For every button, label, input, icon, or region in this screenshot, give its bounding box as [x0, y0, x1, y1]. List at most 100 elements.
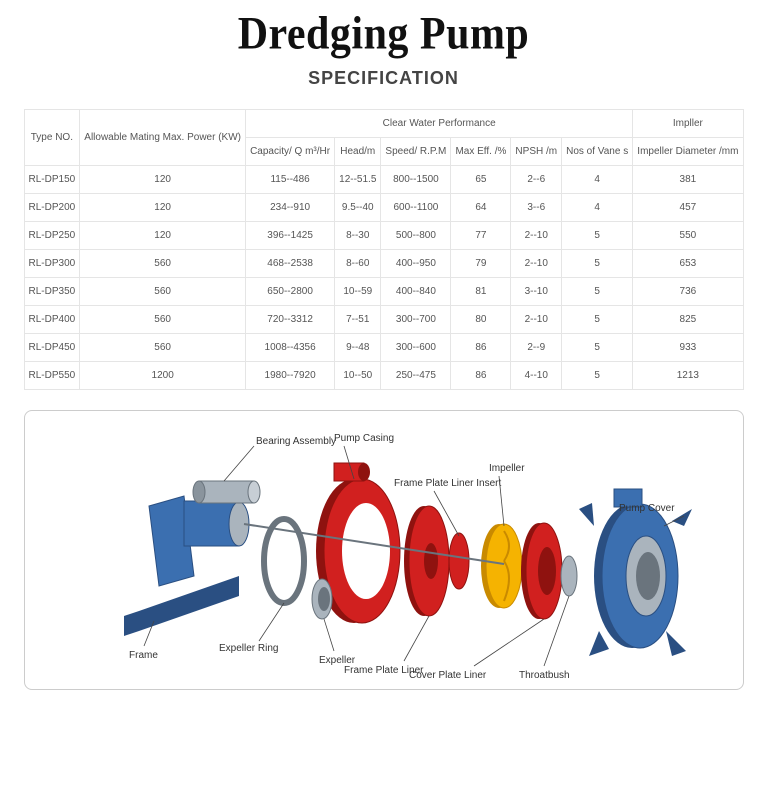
- cell-npsh: 3--10: [511, 278, 562, 306]
- col-power: Allowable Mating Max. Power (KW): [80, 110, 246, 166]
- cell-type: RL-DP200: [24, 194, 80, 222]
- cell-speed: 800--1500: [381, 166, 451, 194]
- cell-head: 8--30: [335, 222, 381, 250]
- cell-npsh: 2--10: [511, 250, 562, 278]
- part-frame-plate-liner-insert: [449, 533, 469, 589]
- col-vanes: Nos of Vane s: [562, 138, 633, 166]
- cell-power: 560: [80, 306, 246, 334]
- cell-dia: 1213: [633, 362, 743, 390]
- label-throatbush: Throatbush: [519, 670, 570, 681]
- cell-vanes: 5: [562, 250, 633, 278]
- cell-power: 560: [80, 250, 246, 278]
- part-pump-cover: [579, 489, 692, 656]
- cell-type: RL-DP350: [24, 278, 80, 306]
- label-frame: Frame: [129, 650, 158, 661]
- cell-cap: 234--910: [246, 194, 335, 222]
- col-impdia: Impeller Diameter /mm: [633, 138, 743, 166]
- cell-power: 560: [80, 334, 246, 362]
- cell-type: RL-DP550: [24, 362, 80, 390]
- cell-npsh: 2--9: [511, 334, 562, 362]
- cell-speed: 300--600: [381, 334, 451, 362]
- label-impeller: Impeller: [489, 463, 525, 474]
- cell-power: 120: [80, 222, 246, 250]
- cell-power: 1200: [80, 362, 246, 390]
- cell-vanes: 4: [562, 194, 633, 222]
- cell-vanes: 5: [562, 334, 633, 362]
- cell-type: RL-DP400: [24, 306, 80, 334]
- cell-head: 10--50: [335, 362, 381, 390]
- col-npsh: NPSH /m: [511, 138, 562, 166]
- cell-cap: 720--3312: [246, 306, 335, 334]
- cell-head: 9.5--40: [335, 194, 381, 222]
- cell-dia: 381: [633, 166, 743, 194]
- cell-npsh: 2--10: [511, 222, 562, 250]
- cell-head: 7--51: [335, 306, 381, 334]
- part-throatbush: [561, 556, 577, 596]
- cell-dia: 457: [633, 194, 743, 222]
- cell-eff: 86: [451, 362, 511, 390]
- label-pump-casing: Pump Casing: [334, 433, 394, 444]
- cell-type: RL-DP300: [24, 250, 80, 278]
- cell-speed: 400--840: [381, 278, 451, 306]
- col-cwp: Clear Water Performance: [246, 110, 633, 138]
- col-capacity: Capacity/ Q m³/Hr: [246, 138, 335, 166]
- cell-speed: 250--475: [381, 362, 451, 390]
- cell-npsh: 4--10: [511, 362, 562, 390]
- page-title: Dredging Pump: [0, 8, 767, 61]
- cell-eff: 79: [451, 250, 511, 278]
- cell-head: 12--51.5: [335, 166, 381, 194]
- cell-head: 9--48: [335, 334, 381, 362]
- part-cover-plate-liner: [521, 523, 562, 619]
- col-maxeff: Max Eff. /%: [451, 138, 511, 166]
- cell-cap: 468--2538: [246, 250, 335, 278]
- label-pump-cover: Pump Cover: [619, 503, 675, 514]
- cell-dia: 933: [633, 334, 743, 362]
- part-bearing-assembly: [193, 481, 260, 503]
- table-row: RL-DP4505601008--43569--48300--600862--9…: [24, 334, 743, 362]
- cell-eff: 65: [451, 166, 511, 194]
- cell-vanes: 5: [562, 362, 633, 390]
- cell-type: RL-DP150: [24, 166, 80, 194]
- cell-eff: 81: [451, 278, 511, 306]
- cell-cap: 1980--7920: [246, 362, 335, 390]
- table-row: RL-DP300560468--25388--60400--950792--10…: [24, 250, 743, 278]
- cell-npsh: 3--6: [511, 194, 562, 222]
- cell-eff: 80: [451, 306, 511, 334]
- cell-npsh: 2--10: [511, 306, 562, 334]
- label-expeller-ring: Expeller Ring: [219, 643, 278, 654]
- cell-dia: 550: [633, 222, 743, 250]
- cell-vanes: 5: [562, 306, 633, 334]
- cell-eff: 86: [451, 334, 511, 362]
- cell-vanes: 4: [562, 166, 633, 194]
- cell-head: 8--60: [335, 250, 381, 278]
- table-row: RL-DP55012001980--792010--50250--475864-…: [24, 362, 743, 390]
- label-bearing-assembly: Bearing Assembly: [256, 436, 336, 447]
- label-cover-plate-liner: Cover Plate Liner: [409, 670, 487, 681]
- table-row: RL-DP400560720--33127--51300--700802--10…: [24, 306, 743, 334]
- cell-type: RL-DP250: [24, 222, 80, 250]
- cell-dia: 736: [633, 278, 743, 306]
- col-type-no: Type NO.: [24, 110, 80, 166]
- part-frame: [124, 496, 249, 636]
- label-frame-plate-liner-insert: Frame Plate Liner Insert: [394, 478, 501, 489]
- col-impeller: Impller: [633, 110, 743, 138]
- cell-eff: 64: [451, 194, 511, 222]
- part-impeller: [481, 524, 522, 608]
- cell-head: 10--59: [335, 278, 381, 306]
- cell-power: 120: [80, 194, 246, 222]
- cell-dia: 825: [633, 306, 743, 334]
- cell-eff: 77: [451, 222, 511, 250]
- cell-vanes: 5: [562, 222, 633, 250]
- cell-cap: 396--1425: [246, 222, 335, 250]
- cell-speed: 300--700: [381, 306, 451, 334]
- part-frame-plate-liner: [404, 506, 449, 616]
- col-head: Head/m: [335, 138, 381, 166]
- table-row: RL-DP350560650--280010--59400--840813--1…: [24, 278, 743, 306]
- section-title: SPECIFICATION: [0, 68, 767, 89]
- spec-table: Type NO. Allowable Mating Max. Power (KW…: [24, 109, 744, 390]
- cell-npsh: 2--6: [511, 166, 562, 194]
- cell-speed: 600--1100: [381, 194, 451, 222]
- cell-type: RL-DP450: [24, 334, 80, 362]
- cell-cap: 650--2800: [246, 278, 335, 306]
- cell-power: 120: [80, 166, 246, 194]
